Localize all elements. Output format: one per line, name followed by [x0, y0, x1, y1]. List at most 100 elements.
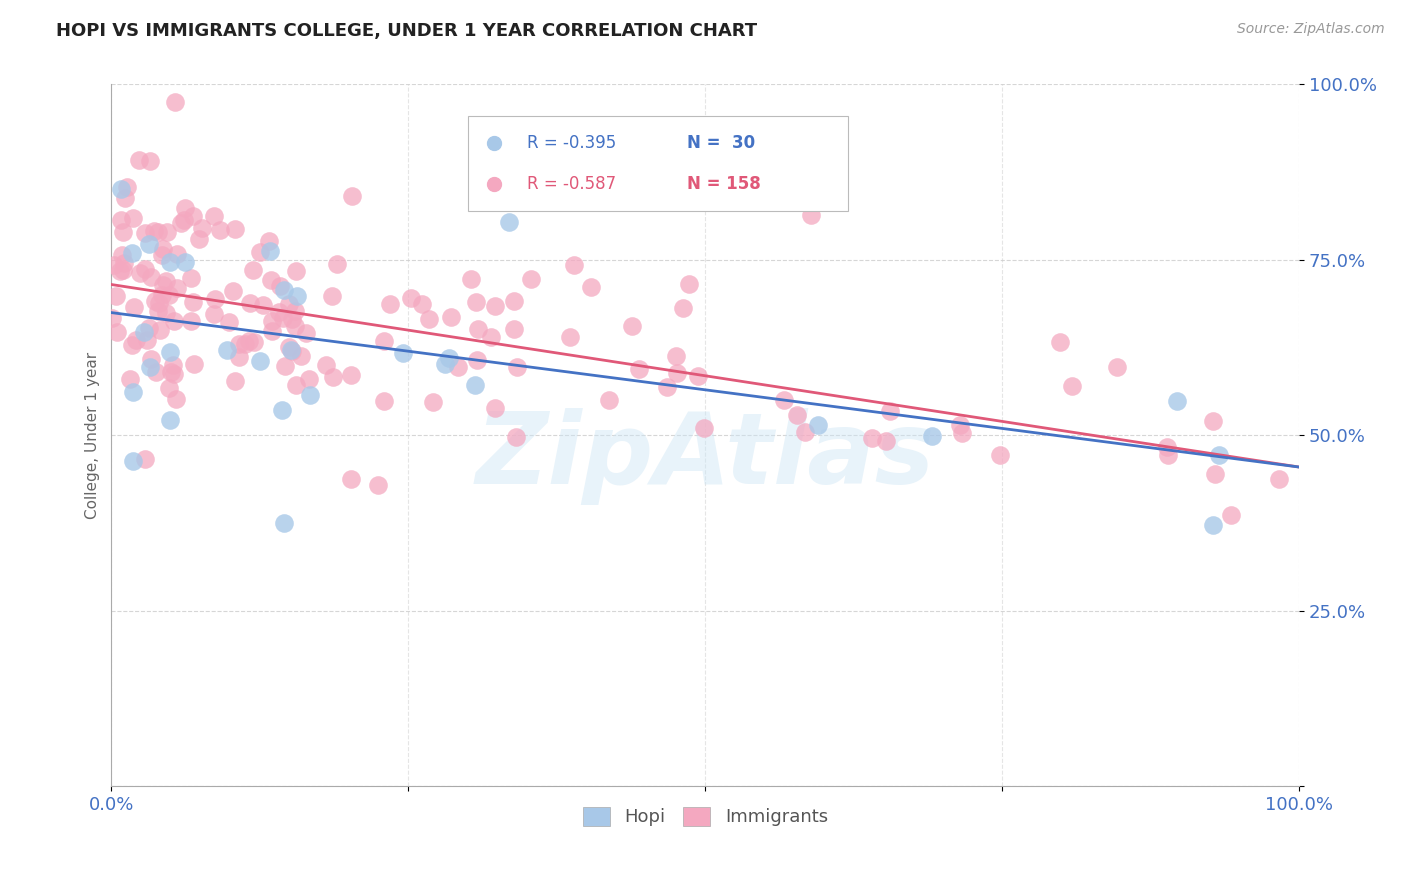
Point — [269, 305, 291, 319]
Point — [579, 279, 602, 293]
Point — [249, 353, 271, 368]
Point — [1060, 379, 1083, 393]
Point — [159, 254, 181, 268]
Point — [502, 293, 524, 308]
Point — [170, 216, 193, 230]
Point — [271, 403, 294, 417]
Point — [1204, 467, 1226, 481]
Point — [150, 248, 173, 262]
Point — [285, 289, 308, 303]
Point — [273, 359, 295, 373]
Point — [181, 295, 204, 310]
Point — [290, 349, 312, 363]
Point — [152, 242, 174, 256]
FancyBboxPatch shape — [468, 116, 848, 211]
Point — [325, 257, 347, 271]
Point — [160, 365, 183, 379]
Point — [949, 418, 972, 433]
Point — [155, 306, 177, 320]
Point — [988, 448, 1011, 462]
Point — [238, 334, 260, 348]
Point — [793, 425, 815, 439]
Point — [373, 334, 395, 349]
Point — [1156, 440, 1178, 454]
Point — [464, 294, 486, 309]
Point — [505, 359, 527, 374]
Point — [464, 378, 486, 392]
Point — [284, 303, 307, 318]
Point — [122, 385, 145, 400]
Point — [142, 224, 165, 238]
Text: N = 158: N = 158 — [688, 175, 761, 194]
Point — [181, 210, 204, 224]
Point — [110, 181, 132, 195]
Point — [807, 418, 830, 433]
Point — [657, 380, 679, 394]
Point — [139, 360, 162, 375]
Point — [145, 365, 167, 379]
Point — [111, 247, 134, 261]
Point — [298, 372, 321, 386]
Point — [115, 179, 138, 194]
Point — [479, 330, 502, 344]
Point — [114, 191, 136, 205]
Point — [950, 425, 973, 440]
Point — [224, 221, 246, 235]
Point — [860, 431, 883, 445]
Point — [800, 208, 823, 222]
Point — [321, 288, 343, 302]
Point — [218, 315, 240, 329]
Point — [242, 335, 264, 350]
Point — [342, 189, 364, 203]
Point — [598, 392, 620, 407]
Point — [1157, 448, 1180, 462]
Point — [180, 270, 202, 285]
Point — [1202, 414, 1225, 428]
Point — [173, 213, 195, 227]
Point — [875, 434, 897, 448]
Point — [259, 244, 281, 259]
Point — [422, 395, 444, 409]
Point — [294, 326, 316, 340]
Point — [148, 304, 170, 318]
Point — [560, 329, 582, 343]
Point — [180, 314, 202, 328]
Point — [122, 211, 145, 225]
Point — [505, 430, 527, 444]
Point — [228, 337, 250, 351]
Point — [110, 213, 132, 227]
Point — [162, 358, 184, 372]
Point — [465, 353, 488, 368]
Point — [519, 272, 541, 286]
Point — [339, 368, 361, 383]
Point — [482, 136, 505, 150]
Point — [665, 349, 688, 363]
Point — [152, 278, 174, 293]
Point — [134, 227, 156, 241]
Point — [174, 202, 197, 216]
Point — [141, 270, 163, 285]
Point — [165, 392, 187, 406]
Point — [128, 153, 150, 167]
Point — [1049, 335, 1071, 350]
Point — [418, 311, 440, 326]
Point — [299, 388, 322, 402]
Point — [273, 516, 295, 531]
Point — [136, 333, 159, 347]
Point — [162, 314, 184, 328]
Point — [273, 283, 295, 297]
Point — [204, 293, 226, 307]
Point — [166, 281, 188, 295]
Point — [367, 478, 389, 492]
Point — [166, 246, 188, 260]
Point — [1202, 518, 1225, 533]
Point — [139, 154, 162, 169]
Point — [110, 264, 132, 278]
Point — [262, 324, 284, 338]
Point — [503, 321, 526, 335]
Point — [621, 318, 644, 333]
Point — [138, 321, 160, 335]
Point — [105, 325, 128, 339]
Point — [447, 360, 470, 375]
Y-axis label: College, Under 1 year: College, Under 1 year — [86, 352, 100, 519]
